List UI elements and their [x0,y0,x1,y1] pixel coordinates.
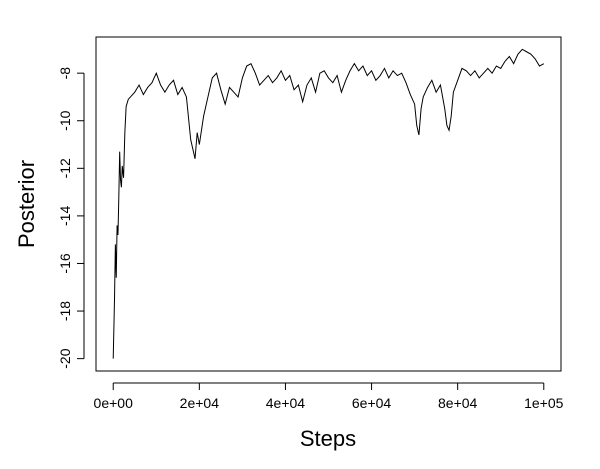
x-tick-label: 2e+04 [180,395,220,411]
y-tick-label: -16 [57,253,73,273]
x-axis-title: Steps [300,426,356,451]
trace-line [112,48,545,359]
x-tick-label: 4e+04 [266,395,306,411]
x-tick-label: 6e+04 [352,395,392,411]
x-tick-label: 1e+05 [524,395,564,411]
y-tick-label: -14 [57,206,73,226]
x-tick-label: 0e+00 [94,395,134,411]
y-tick-label: -10 [57,110,73,130]
y-tick-label: -18 [57,301,73,321]
y-axis-title: Posterior [14,160,39,248]
y-tick-label: -12 [57,158,73,178]
plot-box [95,36,562,372]
y-tick-label: -8 [57,67,73,80]
y-tick-label: -20 [57,348,73,368]
x-tick-label: 8e+04 [438,395,478,411]
